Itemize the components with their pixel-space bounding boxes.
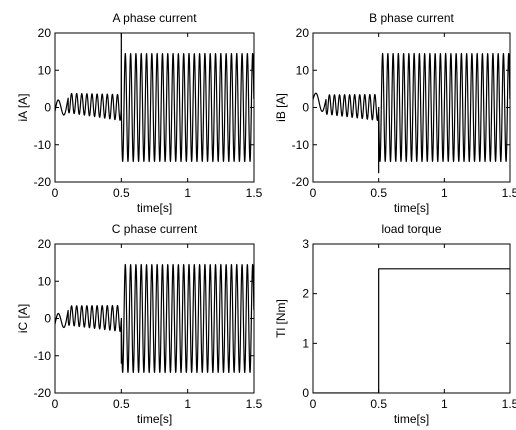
series-line-load-torque [313,268,510,393]
y-tick-label: -20 [34,386,52,400]
x-tick-label: 0 [310,186,317,200]
x-axis-label: time[s] [137,201,172,215]
x-tick-label: 0.5 [113,397,130,411]
y-tick-label: 0 [302,101,309,115]
y-tick-label: -10 [34,349,52,363]
x-tick-label: 1 [184,397,191,411]
chart-title: C phase current [112,222,198,236]
chart-panel-a-phase-current: A phase current time[s] iA [A] 0 0.5 1 1.5 -20 -… [16,11,263,215]
x-axis-label: time[s] [394,412,429,426]
x-tick-label: 0.5 [370,186,387,200]
chart-title: B phase current [369,11,454,25]
y-tick-label: -20 [34,175,52,189]
y-axis-label: Tl [Nm] [274,299,288,338]
y-tick-label: 10 [38,274,52,288]
y-tick-label: 20 [38,26,52,40]
y-axis-label: iC [A] [16,304,30,333]
series-line-a-phase-current [55,33,254,163]
y-tick-label: -10 [34,138,52,152]
y-axis-label: iA [A] [16,93,30,121]
y-tick-label: 0 [44,312,51,326]
chart-panel-b-phase-current: B phase current time[s] iB [A] 0 0.5 1 1.5 -20 -… [274,11,516,215]
x-tick-label: 0 [310,397,317,411]
axes-frame [312,243,511,394]
y-tick-label: 1 [302,336,309,350]
x-tick-label: 0 [52,186,59,200]
y-tick-label: 2 [302,287,309,301]
x-tick-label: 1 [441,397,448,411]
y-tick-label: 3 [302,237,309,251]
x-tick-label: 0.5 [370,397,387,411]
series-line-c-phase-current [55,263,254,374]
x-tick-label: 1 [184,186,191,200]
x-tick-label: 0 [52,397,59,411]
x-tick-label: 1 [441,186,448,200]
y-tick-label: 0 [302,386,309,400]
chart-title: A phase current [112,11,197,25]
y-tick-label: 10 [296,63,310,77]
x-axis-label: time[s] [394,201,429,215]
x-tick-label: 1.5 [502,186,516,200]
series-line-b-phase-current [313,52,510,174]
chart-panel-load-torque: load torque time[s] Tl [Nm] 0 0.5 1 1.5 0 1 2 3 [274,222,516,426]
x-tick-label: 1.5 [502,397,516,411]
x-tick-label: 0.5 [113,186,130,200]
y-tick-label: 0 [44,101,51,115]
chart-panel-c-phase-current: C phase current time[s] iC [A] 0 0.5 1 1.5 -20 -… [16,222,263,426]
chart-title: load torque [381,222,441,236]
x-tick-label: 1.5 [246,186,263,200]
y-tick-label: -10 [292,138,310,152]
y-tick-label: 20 [38,237,52,251]
y-tick-label: -20 [292,175,310,189]
y-axis-label: iB [A] [274,93,288,122]
y-tick-label: 10 [38,63,52,77]
x-axis-label: time[s] [137,412,172,426]
y-tick-label: 20 [296,26,310,40]
x-tick-label: 1.5 [246,397,263,411]
